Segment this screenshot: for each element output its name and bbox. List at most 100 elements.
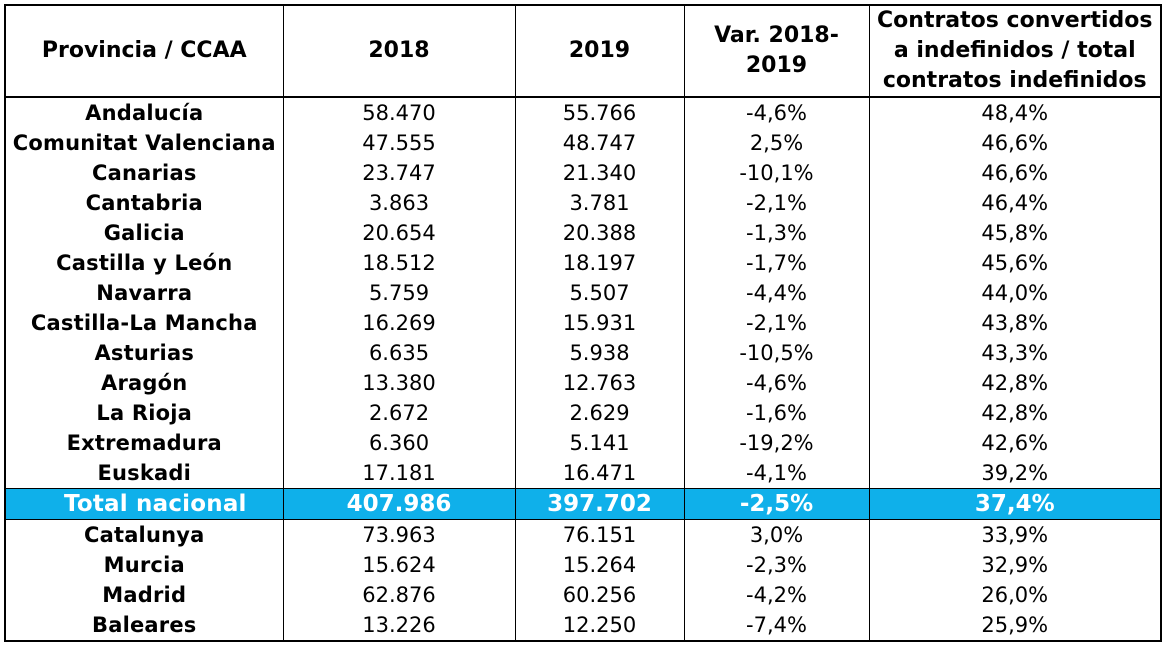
cell-2018: 23.747: [282, 158, 516, 188]
cell-variation: -10,1%: [683, 158, 870, 188]
cell-2019: 397.702: [514, 488, 685, 520]
cell-2019: 15.931: [514, 308, 685, 338]
cell-converted-ratio: 42,8%: [868, 368, 1162, 398]
cell-converted-ratio: 45,8%: [868, 218, 1162, 248]
cell-converted-ratio: 48,4%: [868, 97, 1162, 128]
table-row: Aragón 13.380 12.763 -4,6% 42,8%: [4, 368, 1162, 398]
cell-region: Total nacional: [4, 488, 284, 520]
cell-2018: 62.876: [282, 580, 516, 610]
header-2018: 2018: [282, 4, 516, 98]
cell-converted-ratio: 25,9%: [868, 610, 1162, 641]
cell-converted-ratio: 44,0%: [868, 278, 1162, 308]
table-row: Andalucía 58.470 55.766 -4,6% 48,4%: [4, 97, 1162, 128]
cell-2019: 21.340: [514, 158, 685, 188]
header-2019: 2019: [514, 4, 685, 98]
cell-2018: 13.226: [282, 610, 516, 641]
header-row: Provincia / CCAA 2018 2019 Var. 2018- 20…: [4, 4, 1162, 98]
cell-region: Baleares: [4, 610, 284, 641]
cell-2018: 18.512: [282, 248, 516, 278]
cell-region: Castilla-La Mancha: [4, 308, 284, 338]
cell-2018: 6.635: [282, 338, 516, 368]
table-row: Euskadi 17.181 16.471 -4,1% 39,2%: [4, 458, 1162, 489]
cell-2019: 18.197: [514, 248, 685, 278]
cell-2018: 17.181: [282, 458, 516, 489]
cell-variation: -4,6%: [683, 97, 870, 128]
cell-2019: 76.151: [514, 519, 685, 550]
cell-2018: 5.759: [282, 278, 516, 308]
cell-2018: 3.863: [282, 188, 516, 218]
cell-2019: 3.781: [514, 188, 685, 218]
table-row: Extremadura 6.360 5.141 -19,2% 42,6%: [4, 428, 1162, 458]
contracts-table: Provincia / CCAA 2018 2019 Var. 2018- 20…: [4, 4, 1162, 642]
cell-2018: 20.654: [282, 218, 516, 248]
table-row: Catalunya 73.963 76.151 3,0% 33,9%: [4, 519, 1162, 550]
table-row: Comunitat Valenciana 47.555 48.747 2,5% 46,6…: [4, 128, 1162, 158]
cell-variation: -1,6%: [683, 398, 870, 428]
cell-converted-ratio: 46,6%: [868, 128, 1162, 158]
cell-2018: 13.380: [282, 368, 516, 398]
cell-variation: -4,1%: [683, 458, 870, 489]
cell-2019: 12.250: [514, 610, 685, 641]
cell-region: Catalunya: [4, 519, 284, 550]
cell-region: Extremadura: [4, 428, 284, 458]
cell-variation: 2,5%: [683, 128, 870, 158]
cell-2018: 16.269: [282, 308, 516, 338]
cell-2018: 2.672: [282, 398, 516, 428]
cell-region: Euskadi: [4, 458, 284, 489]
cell-2018: 15.624: [282, 550, 516, 580]
cell-2019: 12.763: [514, 368, 685, 398]
table-body: Andalucía 58.470 55.766 -4,6% 48,4% Comunitat…: [4, 97, 1162, 641]
cell-region: Canarias: [4, 158, 284, 188]
cell-converted-ratio: 46,4%: [868, 188, 1162, 218]
table-row: Murcia 15.624 15.264 -2,3% 32,9%: [4, 550, 1162, 580]
cell-variation: -4,2%: [683, 580, 870, 610]
table-row-total: Total nacional 407.986 397.702 -2,5% 37,4%: [4, 488, 1162, 520]
cell-2019: 15.264: [514, 550, 685, 580]
cell-region: Andalucía: [4, 97, 284, 128]
cell-region: Cantabria: [4, 188, 284, 218]
cell-converted-ratio: 39,2%: [868, 458, 1162, 489]
table-row: Cantabria 3.863 3.781 -2,1% 46,4%: [4, 188, 1162, 218]
cell-converted-ratio: 46,6%: [868, 158, 1162, 188]
cell-2018: 58.470: [282, 97, 516, 128]
cell-converted-ratio: 42,8%: [868, 398, 1162, 428]
cell-2019: 20.388: [514, 218, 685, 248]
cell-converted-ratio: 45,6%: [868, 248, 1162, 278]
cell-region: Castilla y León: [4, 248, 284, 278]
cell-variation: -19,2%: [683, 428, 870, 458]
cell-region: Navarra: [4, 278, 284, 308]
cell-variation: -4,4%: [683, 278, 870, 308]
cell-converted-ratio: 26,0%: [868, 580, 1162, 610]
cell-2018: 73.963: [282, 519, 516, 550]
cell-variation: -2,1%: [683, 308, 870, 338]
cell-2019: 5.938: [514, 338, 685, 368]
table-row: La Rioja 2.672 2.629 -1,6% 42,8%: [4, 398, 1162, 428]
table-row: Canarias 23.747 21.340 -10,1% 46,6%: [4, 158, 1162, 188]
cell-variation: -10,5%: [683, 338, 870, 368]
cell-2019: 5.507: [514, 278, 685, 308]
table-row: Castilla-La Mancha 16.269 15.931 -2,1% 43,8%: [4, 308, 1162, 338]
cell-2018: 407.986: [282, 488, 516, 520]
table-row: Baleares 13.226 12.250 -7,4% 25,9%: [4, 610, 1162, 641]
cell-2019: 16.471: [514, 458, 685, 489]
cell-2019: 5.141: [514, 428, 685, 458]
cell-variation: -7,4%: [683, 610, 870, 641]
cell-variation: -1,3%: [683, 218, 870, 248]
cell-variation: 3,0%: [683, 519, 870, 550]
cell-2019: 60.256: [514, 580, 685, 610]
cell-variation: -2,1%: [683, 188, 870, 218]
cell-variation: -1,7%: [683, 248, 870, 278]
cell-2018: 6.360: [282, 428, 516, 458]
table-row: Asturias 6.635 5.938 -10,5% 43,3%: [4, 338, 1162, 368]
cell-converted-ratio: 37,4%: [868, 488, 1162, 520]
cell-region: Asturias: [4, 338, 284, 368]
table-row: Castilla y León 18.512 18.197 -1,7% 45,6%: [4, 248, 1162, 278]
cell-converted-ratio: 42,6%: [868, 428, 1162, 458]
cell-2019: 2.629: [514, 398, 685, 428]
table-row: Galicia 20.654 20.388 -1,3% 45,8%: [4, 218, 1162, 248]
cell-region: Comunitat Valenciana: [4, 128, 284, 158]
cell-variation: -4,6%: [683, 368, 870, 398]
cell-2019: 48.747: [514, 128, 685, 158]
cell-region: Aragón: [4, 368, 284, 398]
cell-2019: 55.766: [514, 97, 685, 128]
